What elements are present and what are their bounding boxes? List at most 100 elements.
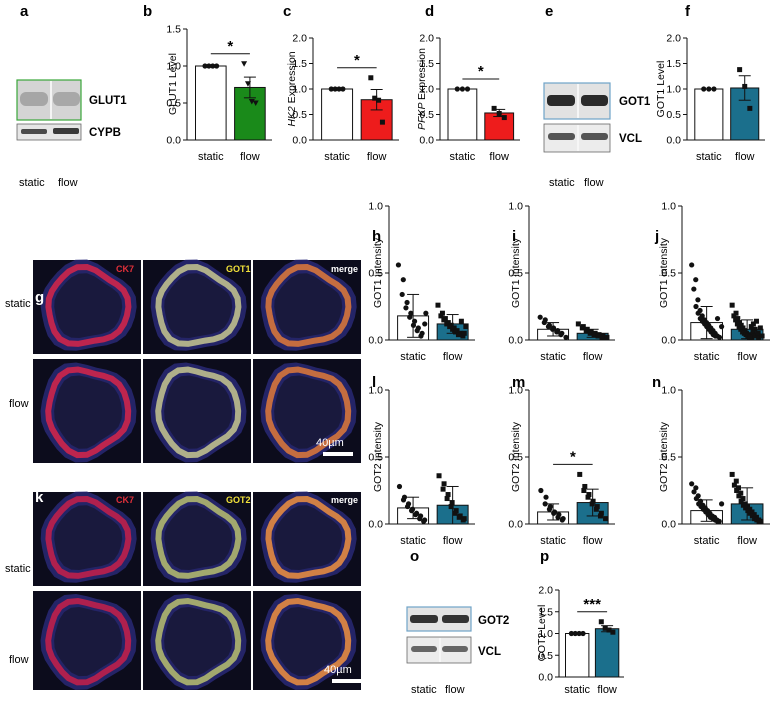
x-tick-label: static — [198, 151, 224, 163]
significance-marker: * — [570, 448, 576, 465]
chart-m: m 0.0 0.5 1.0 GOT2 intensity static flow * — [508, 374, 615, 547]
panel-letter-l: l — [372, 374, 376, 391]
data-point — [404, 503, 411, 510]
y-tick-label: 1.0 — [538, 628, 553, 640]
panel-letter-n: n — [652, 374, 661, 391]
data-point — [538, 487, 544, 494]
data-point — [395, 262, 402, 268]
y-axis-label: GLUT1 Level — [167, 53, 179, 115]
panel-letter-o: o — [410, 548, 419, 565]
y-axis-label-rest: Expression — [416, 48, 428, 100]
y-tick-label: 0.0 — [419, 135, 434, 147]
data-point — [580, 630, 586, 637]
bar-static — [565, 633, 590, 678]
panel-letter-d: d — [425, 3, 434, 20]
data-point — [422, 321, 428, 327]
data-point — [585, 494, 591, 500]
y-tick-label: 0.5 — [538, 650, 553, 662]
blot-band-vcl-flow — [442, 646, 468, 652]
panel-letter-j: j — [654, 228, 659, 245]
data-point — [738, 490, 744, 496]
blot-band-vcl-static — [548, 133, 575, 140]
y-axis-label: GOT2 intensity — [658, 421, 670, 492]
micrograph-static-1 — [143, 259, 251, 354]
data-point — [716, 334, 723, 340]
y-axis-label-gene: PFKP — [416, 100, 428, 130]
micrograph-flow-0 — [33, 591, 141, 690]
data-point — [328, 86, 334, 92]
data-point — [740, 502, 746, 508]
scalebar — [332, 679, 362, 683]
data-point — [729, 471, 735, 477]
data-point — [731, 482, 737, 488]
scalebar-label: 40µm — [316, 437, 344, 449]
y-axis-label: GOT1 Level — [655, 61, 667, 118]
data-point — [559, 517, 565, 523]
data-point — [450, 326, 456, 332]
x-tick-label: flow — [443, 535, 463, 547]
significance-marker: * — [478, 63, 484, 80]
y-tick-label: 1.0 — [368, 385, 383, 397]
channel-label-ck7: CK7 — [116, 264, 134, 274]
data-point — [736, 324, 742, 330]
data-point — [598, 619, 604, 625]
data-point — [695, 310, 701, 316]
data-point — [541, 319, 547, 326]
data-point — [252, 100, 259, 106]
channel-label-ck7: CK7 — [116, 495, 134, 505]
data-point — [414, 328, 420, 334]
x-tick-label: flow — [737, 535, 757, 547]
data-point — [463, 324, 469, 330]
y-axis-label: GOT1 intensity — [658, 237, 670, 308]
data-point — [413, 512, 419, 518]
data-point — [396, 483, 403, 490]
y-axis-label: GOT2 Level — [536, 605, 548, 662]
panel-letter-a: a — [20, 3, 29, 20]
data-point — [408, 310, 414, 316]
data-point — [759, 333, 765, 339]
chart-h: h 0.0 0.5 1.0 GOT1 intensity static flow — [368, 201, 475, 363]
blot-band-cypb-flow — [53, 128, 79, 134]
lane-label-flow: flow — [445, 684, 465, 696]
y-tick-label: 0.0 — [292, 135, 307, 147]
scalebar-label: 40µm — [324, 664, 352, 676]
micrograph-static-1 — [143, 491, 251, 586]
data-point — [332, 86, 338, 92]
blot-lane-divider — [577, 125, 579, 151]
blot-band-vcl-flow — [581, 133, 608, 140]
data-point — [461, 330, 467, 336]
data-point — [591, 332, 597, 338]
lane-label-static: static — [19, 177, 45, 189]
data-point — [593, 506, 599, 512]
data-point — [753, 318, 759, 324]
data-point — [214, 63, 220, 69]
y-tick-label: 1.0 — [508, 201, 523, 213]
data-point — [737, 67, 743, 73]
data-point — [441, 481, 447, 487]
micrograph-flow-2 — [253, 591, 361, 690]
micrograph-static-2 — [253, 259, 361, 354]
y-tick-label: 1.0 — [419, 84, 434, 96]
data-point — [445, 492, 451, 498]
bar-static — [694, 88, 724, 141]
data-point — [689, 262, 695, 268]
data-point — [595, 333, 601, 339]
bar-static — [195, 65, 227, 141]
data-point — [691, 489, 697, 495]
x-tick-label: flow — [597, 684, 617, 696]
data-point — [747, 105, 753, 111]
y-tick-label: 0.0 — [538, 672, 553, 684]
bar-flow — [594, 628, 620, 678]
chart-n: n 0.0 0.5 1.0 GOT2 intensity static flow — [652, 374, 770, 547]
data-point — [543, 494, 549, 500]
micrograph-static-0 — [33, 259, 141, 354]
y-tick-label: 1.5 — [666, 58, 681, 70]
data-point — [752, 326, 758, 332]
data-point — [558, 332, 564, 338]
y-axis-label: HK2 Expression — [286, 51, 298, 126]
data-point — [714, 518, 721, 524]
data-point — [491, 105, 497, 111]
data-point — [581, 488, 587, 493]
blot-label-vcl: VCL — [619, 133, 642, 145]
data-point — [244, 81, 251, 87]
